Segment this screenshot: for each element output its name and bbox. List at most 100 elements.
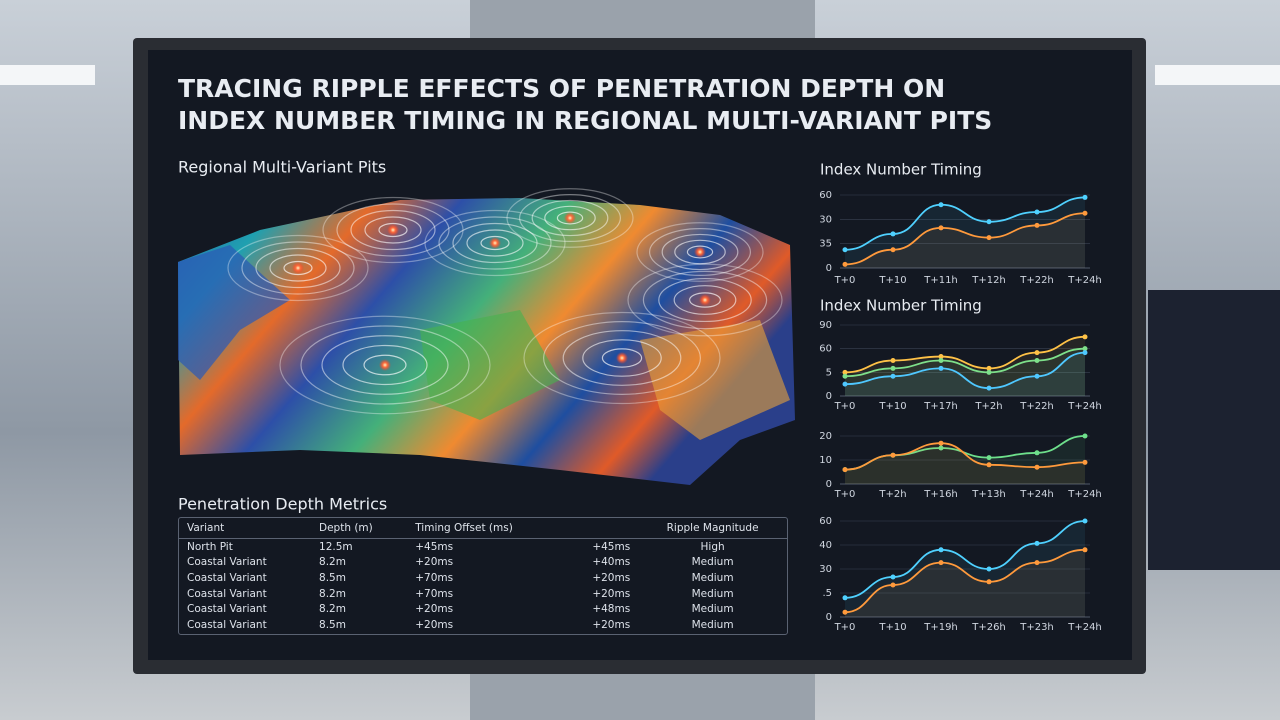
series-line [844,351,1086,390]
table-cell: 8.5m [319,571,346,584]
x-tick-label: T+0 [834,275,856,286]
data-point [986,219,992,225]
table-cell: +20ms [592,587,631,600]
data-point [938,354,944,360]
terrain-patch [640,320,790,440]
table-cell: Coastal Variant [187,556,267,569]
x-tick-label: T+2h [974,401,1002,412]
header-cell: Variant [179,518,312,539]
data-point [842,261,848,267]
area [845,443,1085,484]
server-rack [1148,290,1280,570]
data-point [1034,540,1040,546]
header-row: Variant Depth (m) Timing Offset (ms) Ripple… [179,518,787,539]
ripple-ring [255,247,341,289]
ripple-ring [452,222,538,264]
x-tick-label: T+23h [1019,622,1054,633]
data-point [842,247,848,253]
data-point [890,231,896,237]
data-point [1034,350,1040,356]
data-point [938,560,944,566]
area [845,352,1085,396]
data-point [986,462,992,468]
data-point [1082,210,1088,216]
table-cell: Coastal Variant [187,571,267,584]
table-cell: Coastal Variant [187,618,267,631]
pit-marker [379,359,391,371]
y-tick-label: .5 [822,588,832,599]
pit-marker [694,246,706,258]
data-point [1082,346,1088,352]
ripple-ring [279,315,491,415]
terrain-patch [420,310,560,420]
ripple-ring [636,222,764,282]
x-tick-label: T+17h [923,401,958,412]
data-point [1034,209,1040,215]
table-cell: Medium [691,556,734,569]
ripple-ring [506,188,634,248]
ripple-ring [562,330,682,386]
header-cell: Ripple Magnitude [638,518,787,539]
y-tick-label: 20 [819,431,832,442]
ripple-ring [466,229,524,257]
data-point [1082,194,1088,200]
x-tick-label: T+10 [878,622,906,633]
data-point [986,385,992,391]
series-line [844,196,1086,251]
table-row: North Pit 12.5m +45ms +45ms High [179,539,787,555]
ripple-ring [518,194,621,243]
table-cell: +20ms [592,571,631,584]
x-tick-label: T+19h [923,622,958,633]
ripple-ring [269,254,327,282]
data-point [1034,358,1040,363]
table-cell: Coastal Variant [187,603,267,616]
data-point [890,247,896,253]
data-point [842,467,848,473]
data-point [1034,464,1040,470]
data-point [890,373,896,379]
ripple-ring [582,339,662,377]
section-title: Penetration Depth Metrics [178,495,387,514]
table-cell: Coastal Variant [187,587,267,600]
ripple-ring [364,216,422,244]
ripple-ring [648,228,751,277]
x-tick-label: T+10 [878,275,906,286]
table-cell: +45ms [415,540,454,553]
title: INDEX NUMBER TIMING IN REGIONAL MULTI-VA… [178,106,992,135]
data-point [842,369,848,375]
table-cell: 8.2m [319,556,346,569]
x-tick-label: T+13h [971,489,1006,500]
data-point [938,358,944,363]
table-cell: 8.2m [319,603,346,616]
pit-marker [564,212,576,224]
data-point [1082,334,1088,340]
data-point [986,235,992,241]
ripple-ring [601,348,643,368]
data-point [1082,459,1088,465]
x-tick-label: T+0 [834,622,856,633]
y-tick-label: 60 [819,516,832,527]
x-tick-label: T+24h [1067,489,1102,500]
x-tick-label: T+0 [834,401,856,412]
data-point [1034,560,1040,566]
data-point [938,440,944,446]
table-cell: +20ms [415,603,454,616]
y-tick-label: 0 [826,391,832,402]
data-point [1082,433,1088,439]
data-point [938,445,944,451]
y-tick-label: 40 [819,540,832,551]
data-point [1034,373,1040,379]
ripple-ring [321,335,449,395]
table-cell: North Pit [187,540,233,553]
ripple-ring [627,263,783,337]
table-cell: 8.2m [319,587,346,600]
ripple-ring [542,321,701,396]
table-cell: Medium [691,618,734,631]
x-tick-label: T+16h [923,489,958,500]
table-row: Coastal Variant 8.5m +70ms +20ms Medium [179,570,787,586]
series-line [844,347,1086,378]
ripple-ring [523,311,721,405]
table-cell: +20ms [415,556,454,569]
ripples [227,188,783,415]
